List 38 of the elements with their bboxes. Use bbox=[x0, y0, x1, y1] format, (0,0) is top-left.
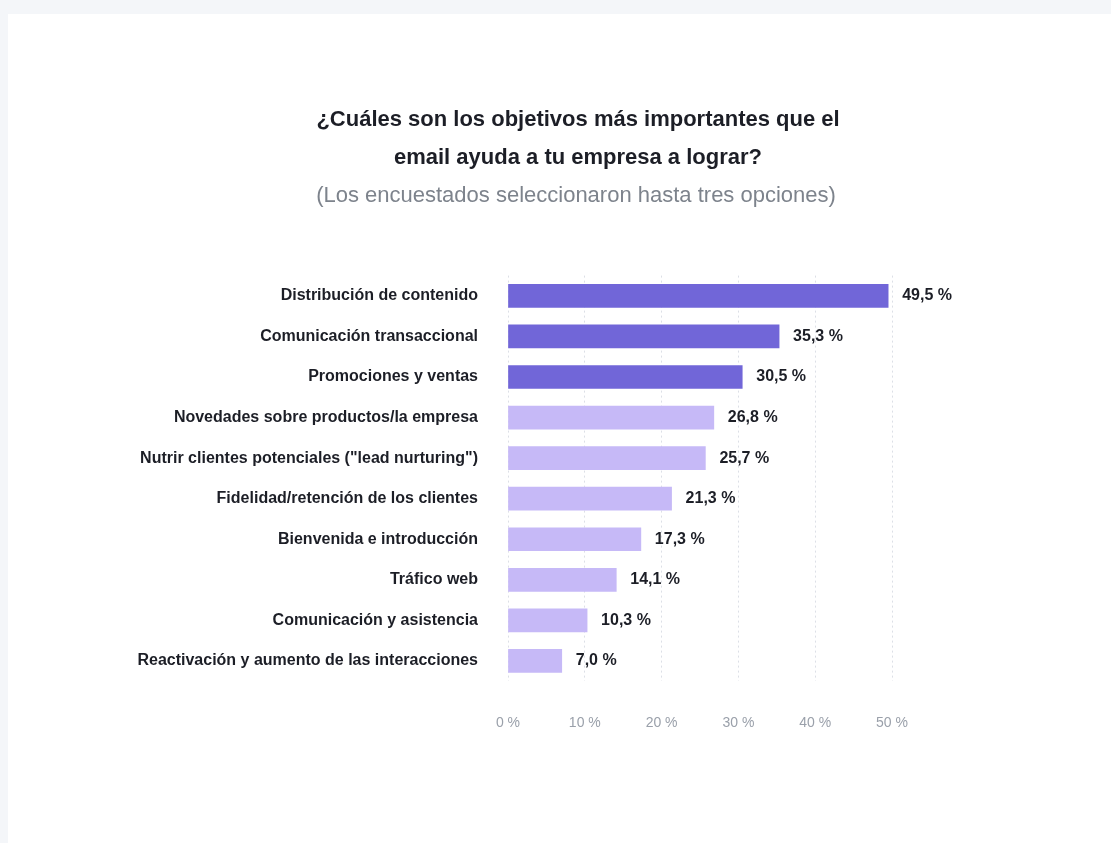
bar bbox=[508, 608, 588, 633]
x-tick-label: 20 % bbox=[645, 714, 678, 731]
y-tick-label: Distribución de contenido bbox=[280, 286, 479, 304]
data-label: 26,8 % bbox=[727, 407, 778, 425]
y-tick-label: Bienvenida e introducción bbox=[277, 529, 478, 547]
y-tick-label: Fidelidad/retención de los clientes bbox=[216, 489, 479, 507]
data-label: 17,3 % bbox=[654, 529, 705, 547]
data-label: 30,5 % bbox=[756, 367, 807, 385]
chart-subtitle: (Los encuestados seleccionaron hasta tres opciones) bbox=[315, 182, 837, 208]
bar bbox=[508, 649, 563, 673]
bar bbox=[508, 486, 672, 511]
data-label: 7,0 % bbox=[575, 651, 617, 669]
bar bbox=[508, 527, 642, 552]
chart-title: ¿Cuáles son los objetivos más importantes que el email ayuda a tu empresa a lograr? bbox=[315, 105, 841, 171]
y-tick-label: Tráfico web bbox=[389, 570, 479, 588]
bar bbox=[508, 567, 617, 592]
y-tick-label: Comunicación transaccional bbox=[260, 326, 478, 344]
x-tick-label: 30 % bbox=[722, 714, 755, 731]
bar bbox=[508, 365, 743, 389]
data-label: 35,3 % bbox=[793, 326, 843, 344]
bar bbox=[508, 324, 780, 349]
bar bbox=[508, 446, 706, 470]
data-label: 10,3 % bbox=[601, 610, 651, 628]
bar bbox=[508, 284, 889, 308]
y-tick-label: Novedades sobre productos/la empresa bbox=[173, 407, 479, 425]
data-label: 14,1 % bbox=[630, 570, 681, 588]
x-tick-label: 0 % bbox=[495, 714, 521, 731]
y-tick-label: Reactivación y aumento de las interacciones bbox=[137, 651, 479, 669]
data-label: 25,7 % bbox=[719, 448, 770, 466]
x-tick-label: 50 % bbox=[876, 714, 908, 731]
x-tick-label: 40 % bbox=[799, 714, 832, 731]
bar bbox=[508, 405, 715, 430]
data-label: 49,5 % bbox=[902, 286, 952, 304]
y-tick-label: Promociones y ventas bbox=[308, 367, 479, 385]
x-tick-label: 10 % bbox=[568, 714, 601, 731]
y-tick-label: Nutrir clientes potenciales ("lead nurturing") bbox=[140, 448, 478, 466]
data-label: 21,3 % bbox=[685, 489, 736, 507]
y-tick-label: Comunicación y asistencia bbox=[272, 610, 479, 628]
